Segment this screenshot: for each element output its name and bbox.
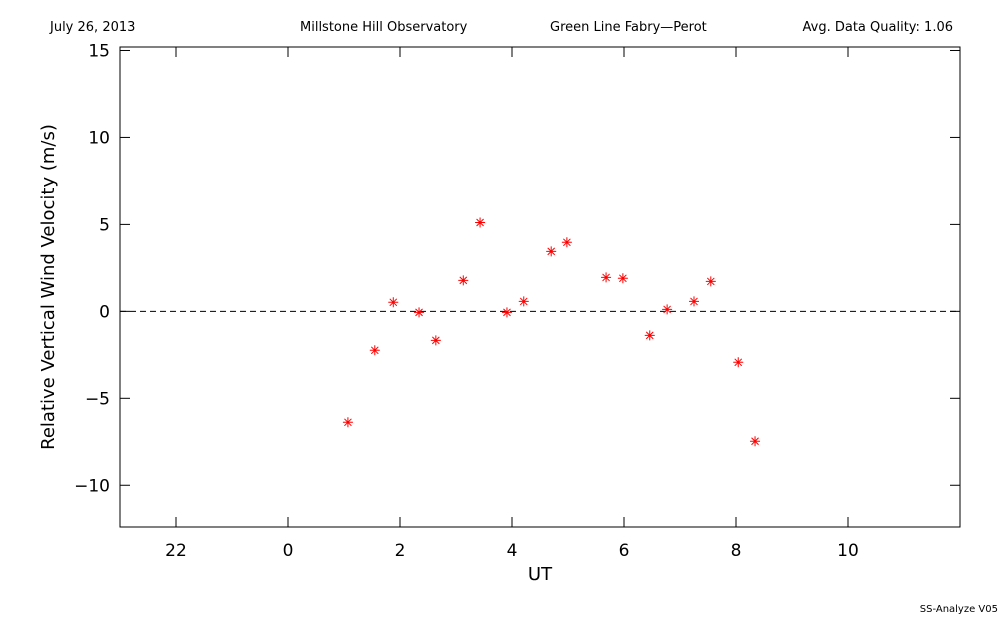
plot-frame — [119, 46, 961, 528]
marker — [733, 357, 744, 368]
marker — [501, 307, 512, 318]
header-quality: Avg. Data Quality: 1.06 — [803, 20, 953, 35]
x-tick-label: 2 — [395, 541, 406, 561]
marker — [750, 436, 761, 447]
y-tick-label: −5 — [85, 389, 110, 409]
y-tick-label: 5 — [99, 215, 110, 235]
marker — [475, 217, 486, 228]
header-instrument: Green Line Fabry—Perot — [550, 20, 707, 35]
footer: SS-Analyze V05 — [920, 604, 998, 615]
x-tick-label: 0 — [283, 541, 294, 561]
x-axis-label: UT — [528, 564, 553, 585]
x-tick-label: 8 — [731, 541, 742, 561]
x-tick-label: 4 — [507, 541, 518, 561]
x-tick-label: 10 — [837, 541, 859, 561]
marker — [458, 275, 469, 286]
header-date: July 26, 2013 — [49, 20, 135, 35]
marker — [561, 237, 572, 248]
marker — [518, 296, 529, 307]
marker — [369, 345, 380, 356]
header-observatory: Millstone Hill Observatory — [300, 20, 468, 35]
marker — [601, 272, 612, 283]
y-tick-label: 0 — [99, 302, 110, 322]
marker — [546, 246, 557, 257]
marker — [342, 417, 353, 428]
y-tick-label: 10 — [88, 128, 110, 148]
x-tick-label: 22 — [165, 541, 187, 561]
y-axis-label: Relative Vertical Wind Velocity (m/s) — [38, 124, 59, 450]
marker — [705, 276, 716, 287]
marker — [689, 296, 699, 307]
marker — [617, 273, 628, 284]
marker — [388, 297, 399, 308]
marker — [414, 307, 425, 318]
marker — [430, 335, 441, 346]
marker — [662, 304, 673, 315]
y-tick-label: −10 — [74, 476, 110, 496]
x-tick-label: 6 — [619, 541, 630, 561]
marker — [644, 330, 655, 341]
y-tick-label: 15 — [88, 41, 110, 61]
